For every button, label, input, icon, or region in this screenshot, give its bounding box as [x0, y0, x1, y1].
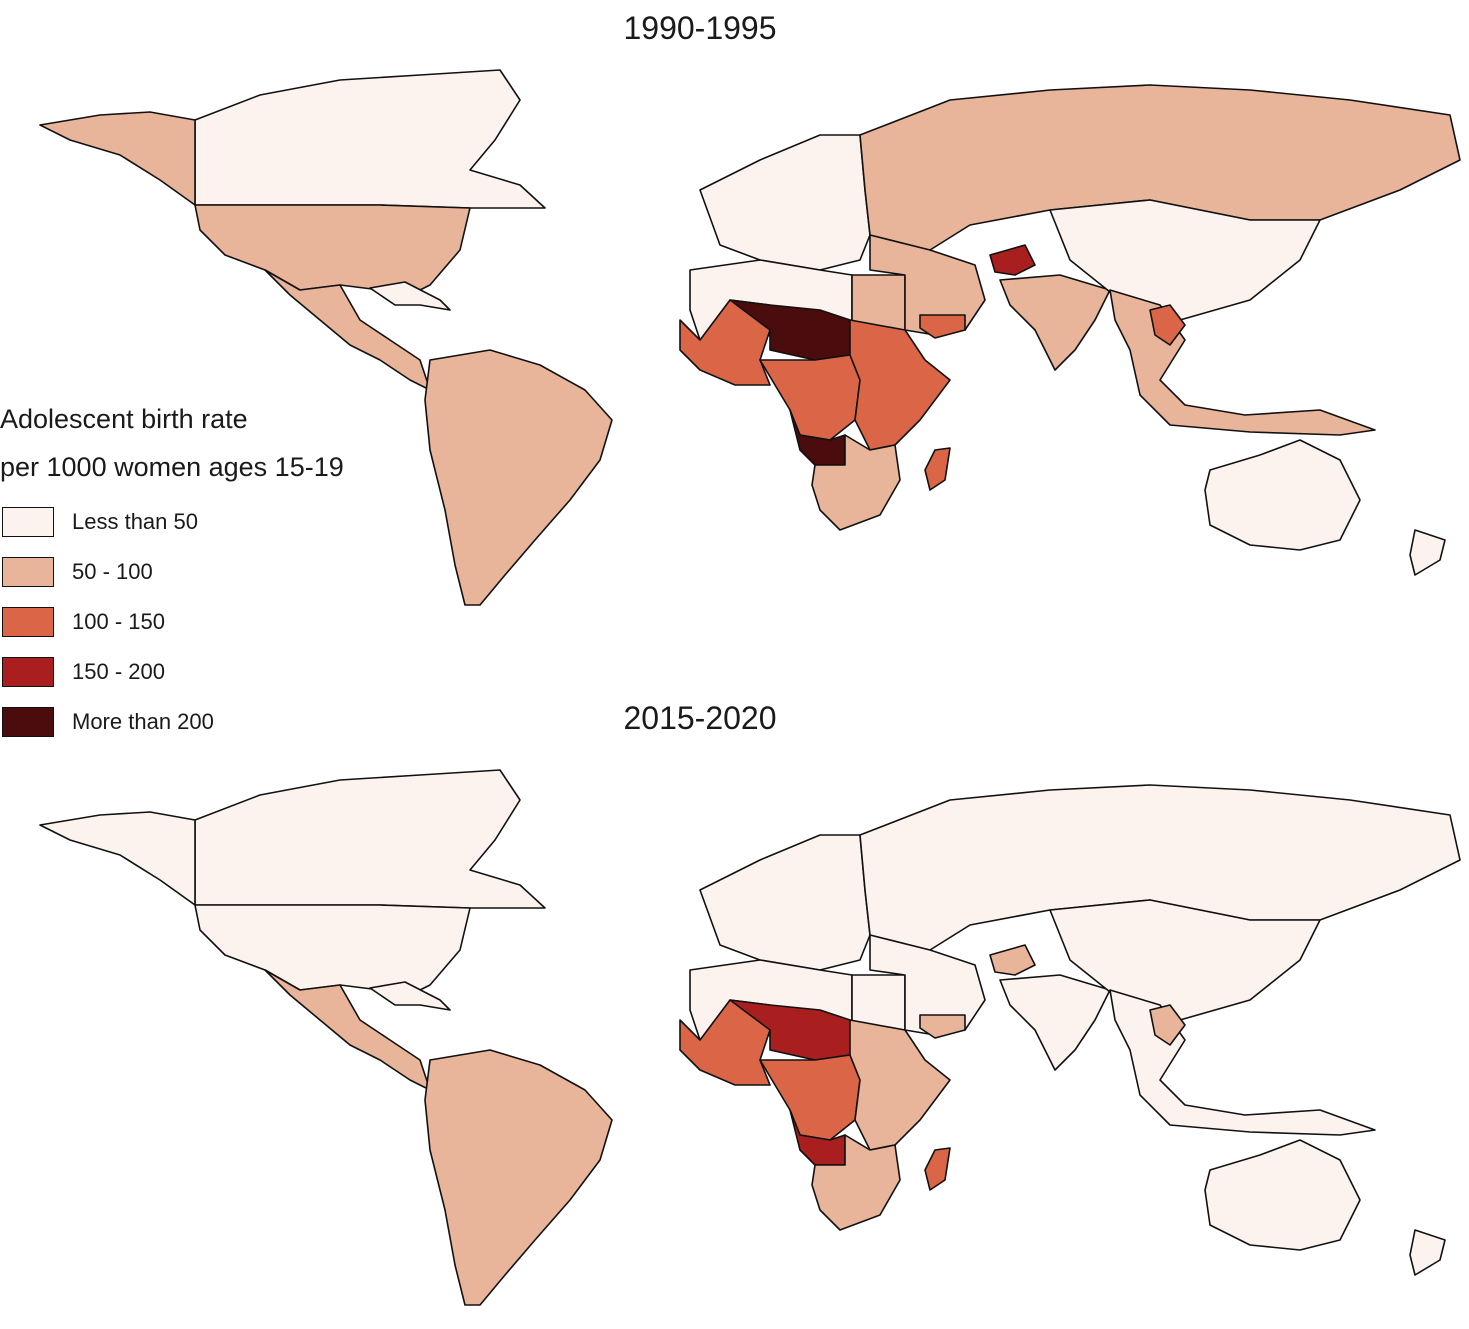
- legend-item-more-than-200: More than 200: [0, 705, 400, 741]
- region-southeast-asia: [1109, 989, 1376, 1136]
- region-europe: [699, 834, 871, 971]
- region-central-africa: [759, 1054, 861, 1141]
- legend-swatch: [2, 657, 54, 687]
- legend-swatch: [2, 707, 54, 737]
- region-southeast-asia: [1109, 289, 1376, 436]
- region-laos: [1149, 1004, 1186, 1046]
- region-australia-new-zealand: [1204, 1139, 1446, 1276]
- legend-item-150-200: 150 - 200: [0, 655, 400, 691]
- legend-title-line1: Adolescent birth rate: [0, 404, 248, 434]
- region-madagascar: [924, 447, 951, 491]
- legend-label: 100 - 150: [72, 609, 165, 634]
- region-east-africa: [849, 1019, 951, 1151]
- world-map-2015-2020: [39, 769, 1461, 1306]
- region-china-east-asia: [1049, 899, 1321, 1021]
- region-east-africa: [849, 319, 951, 451]
- world-map-1990-1995: [39, 69, 1461, 606]
- legend-label: 50 - 100: [72, 559, 153, 584]
- region-afghanistan: [989, 944, 1036, 976]
- region-south-america: [424, 349, 613, 606]
- legend-swatch: [2, 507, 54, 537]
- legend-title-line2: per 1000 women ages 15-19: [0, 452, 344, 482]
- legend: Adolescent birth rate per 1000 women age…: [0, 395, 420, 737]
- region-europe: [699, 134, 871, 271]
- map-title-2015-2020: 2015-2020: [623, 700, 777, 736]
- region-madagascar: [924, 1147, 951, 1191]
- region-south-america: [424, 1049, 613, 1306]
- legend-label: 150 - 200: [72, 659, 165, 684]
- map-title-1990-1995: 1990-1995: [623, 10, 777, 46]
- legend-item-less-than-50: Less than 50: [0, 505, 400, 541]
- region-southern-africa: [811, 1134, 901, 1231]
- region-laos: [1149, 304, 1186, 346]
- legend-swatch: [2, 557, 54, 587]
- region-cuba: [369, 281, 451, 311]
- legend-item-50-100: 50 - 100: [0, 555, 400, 591]
- legend-swatch: [2, 607, 54, 637]
- region-australia-new-zealand: [1204, 439, 1446, 576]
- region-north-america-canada-greenland: [194, 769, 546, 909]
- region-china-east-asia: [1049, 199, 1321, 321]
- legend-item-100-150: 100 - 150: [0, 605, 400, 641]
- region-north-america-canada-greenland: [194, 69, 546, 209]
- legend-label: Less than 50: [72, 509, 198, 534]
- region-cuba: [369, 981, 451, 1011]
- region-yemen: [919, 314, 966, 339]
- region-yemen: [919, 1014, 966, 1039]
- region-india-south-asia: [999, 974, 1111, 1071]
- region-india-south-asia: [999, 274, 1111, 371]
- region-afghanistan: [989, 244, 1036, 276]
- legend-label: More than 200: [72, 709, 214, 734]
- region-central-africa: [759, 354, 861, 441]
- region-alaska: [39, 811, 196, 906]
- region-southern-africa: [811, 434, 901, 531]
- region-alaska: [39, 111, 196, 206]
